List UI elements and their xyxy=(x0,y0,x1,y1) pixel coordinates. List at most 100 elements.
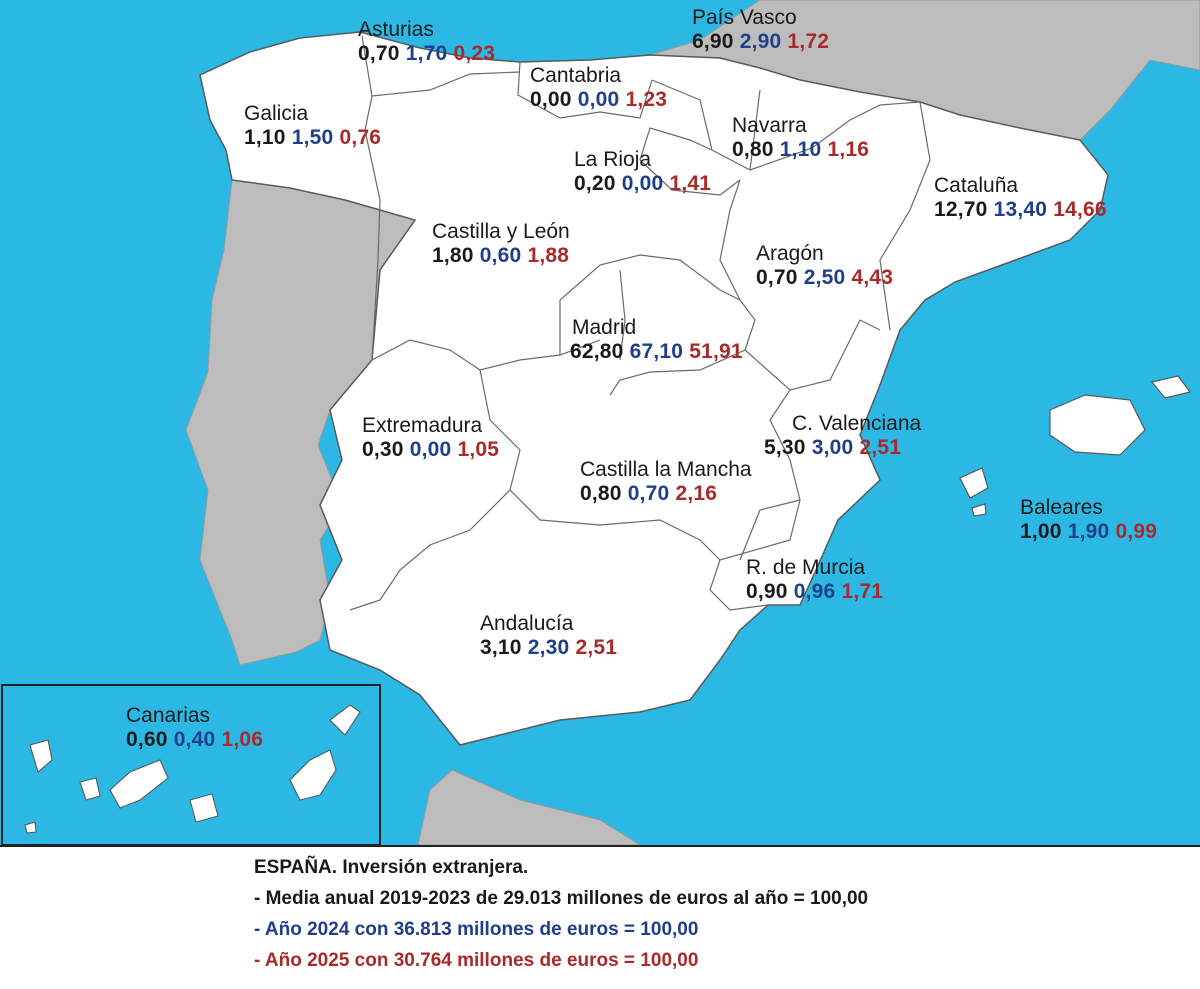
value-2024: 0,96 xyxy=(793,580,836,604)
value-2025: 1,72 xyxy=(787,30,830,54)
region-values: 0,00 0,00 1,23 xyxy=(530,88,667,112)
region-values: 1,80 0,60 1,88 xyxy=(432,244,570,268)
region-name: Madrid xyxy=(572,316,637,339)
value-2019-2023: 3,10 xyxy=(480,636,522,660)
value-2019-2023: 0,90 xyxy=(746,580,788,604)
value-2025: 4,43 xyxy=(851,266,894,290)
legend-line-2024: - Año 2024 con 36.813 millones de euros … xyxy=(254,919,699,940)
region-label: Baleares 1,00 1,90 0,99 xyxy=(1020,496,1157,544)
value-2024: 0,00 xyxy=(577,88,620,112)
region-values: 3,10 2,30 2,51 xyxy=(480,636,617,660)
region-values: 0,30 0,00 1,05 xyxy=(362,438,499,462)
mallorca-island xyxy=(1049,394,1146,456)
region-label: Navarra 0,80 1,10 1,16 xyxy=(732,114,869,162)
region-label: Aragón 0,70 2,50 4,43 xyxy=(756,242,893,290)
region-name: La Rioja xyxy=(574,148,652,171)
region-values: 1,10 1,50 0,76 xyxy=(244,126,381,150)
value-2019-2023: 0,00 xyxy=(530,88,572,112)
value-2025: 51,91 xyxy=(689,340,743,364)
region-values: 0,20 0,00 1,41 xyxy=(574,172,711,196)
region-name: Galicia xyxy=(244,102,309,125)
region-values: 1,00 1,90 0,99 xyxy=(1020,520,1157,544)
region-values: 0,70 2,50 4,43 xyxy=(756,266,893,290)
region-label: Castilla y León 1,80 0,60 1,88 xyxy=(432,220,570,268)
region-label: Cantabria 0,00 0,00 1,23 xyxy=(530,64,667,112)
region-label: Extremadura 0,30 0,00 1,05 xyxy=(362,414,499,462)
value-2025: 1,71 xyxy=(841,580,884,604)
value-2024: 2,30 xyxy=(527,636,570,660)
value-2024: 1,90 xyxy=(1067,520,1110,544)
value-2024: 3,00 xyxy=(811,436,854,460)
value-2025: 1,41 xyxy=(669,172,712,196)
value-2024: 1,50 xyxy=(291,126,334,150)
formentera-island xyxy=(971,503,987,517)
value-2024: 2,50 xyxy=(803,266,846,290)
value-2024: 0,70 xyxy=(627,482,670,506)
value-2025: 1,06 xyxy=(221,728,264,752)
value-2019-2023: 0,70 xyxy=(358,42,400,66)
value-2019-2023: 1,00 xyxy=(1020,520,1062,544)
region-values: 62,80 67,10 51,91 xyxy=(570,340,743,364)
value-2025: 1,05 xyxy=(457,438,500,462)
value-2019-2023: 0,30 xyxy=(362,438,404,462)
value-2019-2023: 0,20 xyxy=(574,172,616,196)
region-values: 0,90 0,96 1,71 xyxy=(746,580,883,604)
region-values: 12,70 13,40 14,66 xyxy=(934,198,1107,222)
region-label: País Vasco 6,90 2,90 1,72 xyxy=(692,6,829,54)
region-values: 0,80 0,70 2,16 xyxy=(580,482,752,506)
morocco-landmass xyxy=(417,769,641,845)
value-2025: 2,16 xyxy=(675,482,718,506)
region-name: Cantabria xyxy=(530,64,622,87)
region-label: R. de Murcia 0,90 0,96 1,71 xyxy=(746,556,883,604)
value-2025: 0,23 xyxy=(453,42,496,66)
region-borders xyxy=(349,35,931,611)
legend-title: ESPAÑA. Inversión extranjera. xyxy=(254,857,529,878)
value-2024: 1,10 xyxy=(779,138,822,162)
value-2025: 2,51 xyxy=(575,636,618,660)
region-name: Canarias xyxy=(126,704,211,727)
region-label: Madrid 62,80 67,10 51,91 xyxy=(570,316,743,364)
region-label: Canarias 0,60 0,40 1,06 xyxy=(126,704,263,752)
region-values: 0,60 0,40 1,06 xyxy=(126,728,263,752)
region-name: Aragón xyxy=(756,242,824,265)
region-label: La Rioja 0,20 0,00 1,41 xyxy=(574,148,711,196)
region-values: 6,90 2,90 1,72 xyxy=(692,30,829,54)
region-name: Extremadura xyxy=(362,414,483,437)
value-2025: 0,76 xyxy=(339,126,382,150)
region-values: 5,30 3,00 2,51 xyxy=(764,436,921,460)
region-name: Castilla y León xyxy=(432,220,570,243)
region-name: Baleares xyxy=(1020,496,1103,519)
spain-mainland xyxy=(199,31,1109,746)
value-2019-2023: 1,10 xyxy=(244,126,286,150)
region-name: Navarra xyxy=(732,114,807,137)
value-2019-2023: 5,30 xyxy=(764,436,806,460)
region-label: Asturias 0,70 1,70 0,23 xyxy=(358,18,495,66)
value-2019-2023: 0,80 xyxy=(732,138,774,162)
legend-panel: ESPAÑA. Inversión extranjera. - Media an… xyxy=(0,845,1200,989)
region-label: Andalucía 3,10 2,30 2,51 xyxy=(480,612,617,660)
region-name: C. Valenciana xyxy=(792,412,922,435)
region-values: 0,70 1,70 0,23 xyxy=(358,42,495,66)
canarias-inset-frame xyxy=(1,684,381,845)
value-2024: 2,90 xyxy=(739,30,782,54)
value-2024: 0,00 xyxy=(621,172,664,196)
value-2019-2023: 0,70 xyxy=(756,266,798,290)
region-name: País Vasco xyxy=(692,6,797,29)
value-2025: 2,51 xyxy=(859,436,902,460)
value-2025: 14,66 xyxy=(1053,198,1107,222)
value-2024: 13,40 xyxy=(993,198,1048,222)
region-label: C. Valenciana 5,30 3,00 2,51 xyxy=(764,412,922,460)
region-label: Castilla la Mancha 0,80 0,70 2,16 xyxy=(580,458,752,506)
value-2019-2023: 1,80 xyxy=(432,244,474,268)
value-2024: 0,00 xyxy=(409,438,452,462)
legend-line-2019-2023: - Media anual 2019-2023 de 29.013 millon… xyxy=(254,888,869,909)
region-values: 0,80 1,10 1,16 xyxy=(732,138,869,162)
value-2025: 1,16 xyxy=(827,138,870,162)
ibiza-island xyxy=(959,467,989,499)
value-2019-2023: 62,80 xyxy=(570,340,624,364)
canarias-islands xyxy=(24,704,361,834)
region-label: Galicia 1,10 1,50 0,76 xyxy=(244,102,381,150)
region-name: Asturias xyxy=(358,18,434,41)
region-name: Castilla la Mancha xyxy=(580,458,752,481)
